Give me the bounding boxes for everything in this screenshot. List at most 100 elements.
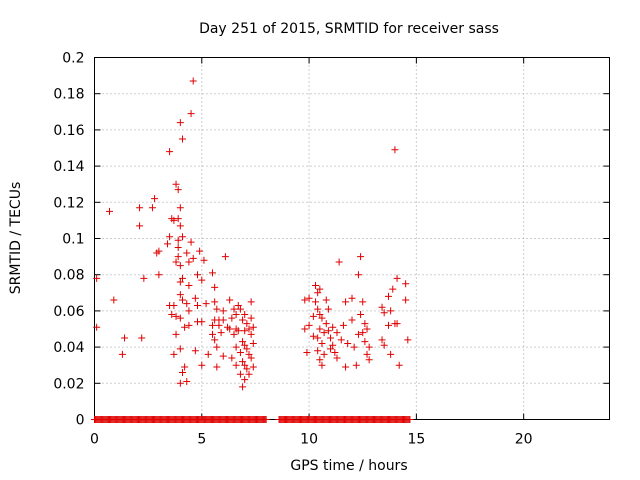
data-point-marker [357,311,365,319]
data-point-marker [241,311,249,319]
data-point-marker [380,341,388,349]
data-point-marker [245,370,253,378]
y-tick-label: 0.02 [53,376,84,392]
data-point-marker [314,334,322,342]
y-tick-label: 0.1 [62,232,84,248]
data-points [91,77,414,423]
data-point-marker [378,336,386,344]
data-point-marker [140,274,148,282]
data-point-marker [204,350,212,358]
data-point-marker [331,349,339,357]
data-point-marker [226,325,234,333]
data-point-marker [389,285,397,293]
data-point-marker [110,296,118,304]
x-tick-label: 20 [515,432,533,448]
data-point-marker [314,347,322,355]
data-point-marker [247,330,255,338]
data-point-marker [241,327,249,335]
y-tick-label: 0.04 [53,340,84,356]
data-point-marker [155,271,163,279]
data-point-marker [151,195,159,203]
data-point-marker [359,329,367,337]
data-point-marker [318,361,326,369]
data-point-marker [185,282,193,290]
data-point-marker [176,345,184,353]
data-point-marker [136,222,144,230]
data-point-marker [320,350,328,358]
data-point-marker [342,363,350,371]
data-point-marker [395,361,403,369]
y-tick-label: 0.2 [62,51,84,67]
data-point-marker [219,316,227,324]
data-point-marker [249,363,257,371]
data-point-marker [211,283,219,291]
data-point-marker [247,314,255,322]
data-point-marker [378,303,386,311]
data-point-marker [187,238,195,246]
data-point-marker [170,301,178,309]
data-point-marker [232,361,240,369]
data-point-marker [387,307,395,315]
data-point-marker [301,325,309,333]
data-point-marker [176,222,184,230]
grid-lines [94,57,610,420]
data-point-marker [198,361,206,369]
data-point-marker [174,215,182,223]
data-point-marker [178,368,186,376]
data-point-marker [174,186,182,194]
data-point-marker [200,256,208,264]
data-point-marker [354,330,362,338]
data-point-marker [357,253,365,261]
x-tick-label: 10 [300,432,318,448]
data-point-marker [230,305,238,313]
data-point-marker [211,298,219,306]
data-point-marker [93,323,101,331]
data-point-marker [318,339,326,347]
data-point-marker [339,321,347,329]
data-point-marker [181,363,189,371]
data-point-marker [221,253,229,261]
data-point-marker [316,356,324,364]
x-tick-labels: 0 5 10 15 20 [90,432,533,448]
data-point-marker [239,358,247,366]
data-point-marker [185,307,193,315]
data-point-marker [365,343,373,351]
data-point-marker [166,233,174,241]
data-point-marker [170,216,178,224]
y-tick-label: 0.06 [53,304,84,320]
data-point-marker [194,301,201,309]
data-point-marker [176,119,184,127]
data-point-marker [172,312,180,320]
data-point-marker [181,323,189,331]
data-point-marker [191,347,199,355]
data-point-marker [365,356,373,364]
data-point-marker [209,321,217,329]
data-point-marker [194,271,201,279]
data-point-marker [228,314,236,322]
data-point-marker [213,343,221,351]
data-point-marker [243,320,251,328]
data-point-marker [241,376,249,384]
data-point-marker [245,350,253,358]
data-point-marker [176,379,184,387]
data-point-marker [322,296,330,304]
data-point-marker [176,314,184,322]
axis-ticks [94,57,610,420]
data-point-marker [243,365,251,373]
data-point-marker [219,352,227,360]
data-point-marker [393,274,401,282]
data-point-marker [176,204,184,212]
data-point-marker [309,312,317,320]
data-point-marker [234,301,242,309]
data-point-marker [178,274,186,282]
y-tick-label: 0.18 [53,87,84,103]
data-point-marker [243,345,251,353]
data-point-marker [172,330,180,338]
data-point-marker [327,334,335,342]
data-point-marker [324,305,332,313]
data-point-marker [314,289,322,297]
data-point-marker [234,327,242,335]
data-point-marker [239,316,247,324]
data-point-marker [333,354,341,362]
data-point-marker [309,332,317,340]
